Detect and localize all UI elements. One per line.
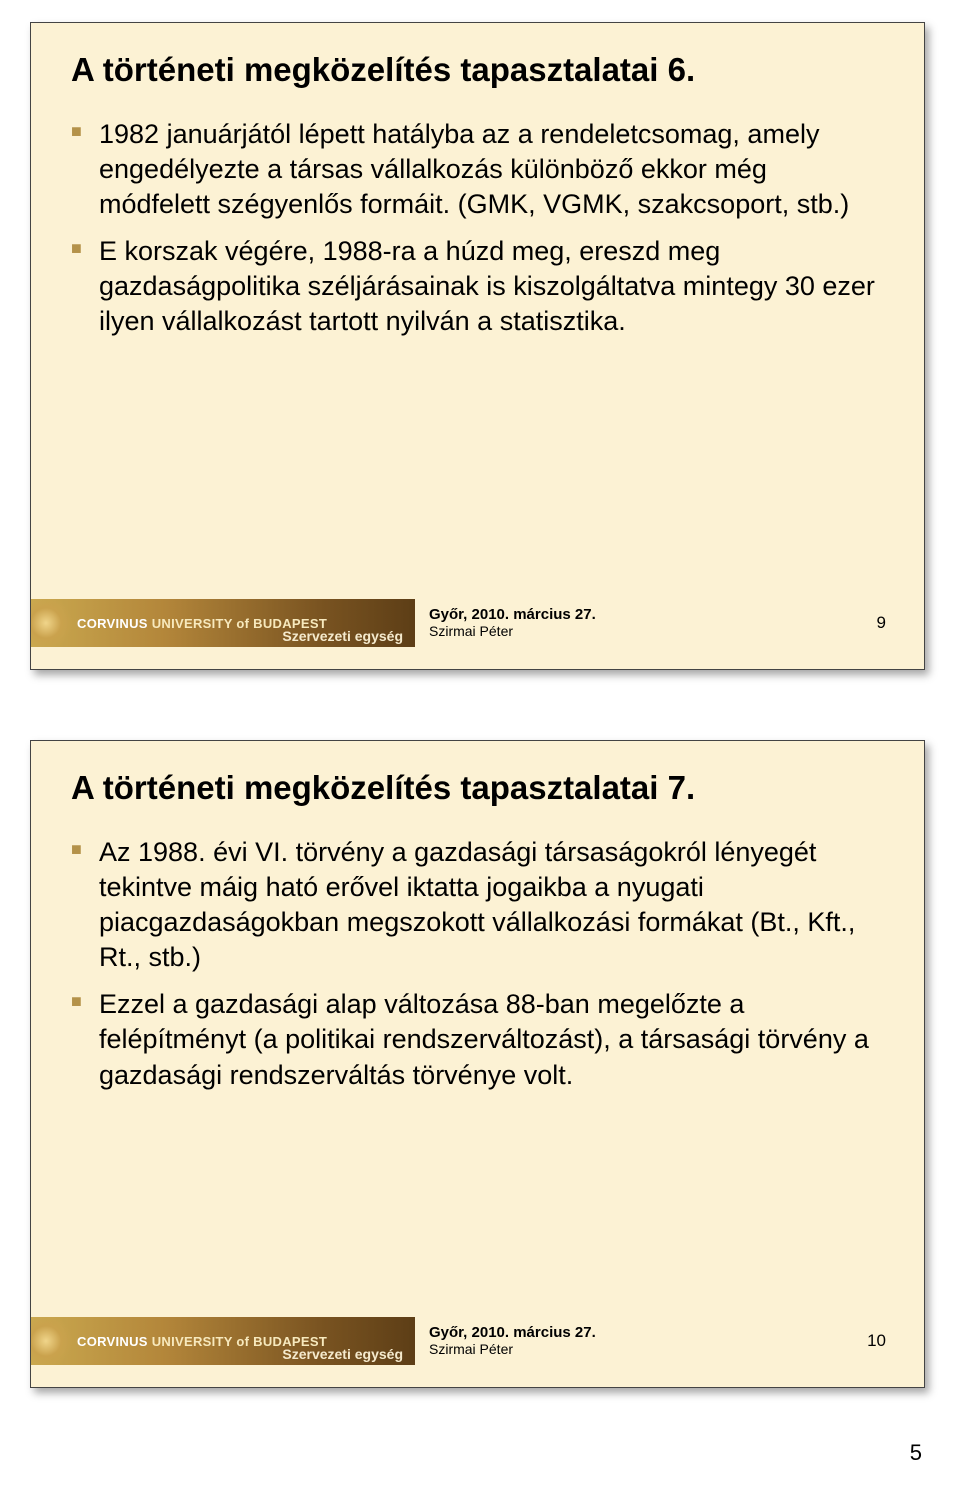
unit-label: Szervezeti egység [282, 1346, 403, 1362]
university-strong: CORVINUS [77, 1334, 148, 1349]
footer-band: CORVINUS UNIVERSITY of BUDAPEST Szerveze… [31, 1317, 924, 1365]
slide-1: A történeti megközelítés tapasztalatai 6… [30, 22, 925, 670]
footer-band: CORVINUS UNIVERSITY of BUDAPEST Szerveze… [31, 599, 924, 647]
bullet-item: Ezzel a gazdasági alap változása 88-ban … [71, 987, 884, 1092]
bullet-item: 1982 januárjától lépett hatályba az a re… [71, 117, 884, 222]
footer-date: Győr, 2010. március 27. [429, 607, 596, 624]
footer-right: Győr, 2010. március 27. Szirmai Péter 9 [415, 599, 924, 647]
footer-author: Szirmai Péter [429, 1342, 596, 1357]
bullet-item: Az 1988. évi VI. törvény a gazdasági tár… [71, 835, 884, 975]
bullet-item: E korszak végére, 1988-ra a húzd meg, er… [71, 234, 884, 339]
bullet-list: Az 1988. évi VI. törvény a gazdasági tár… [71, 835, 884, 1093]
page-number: 5 [30, 1440, 930, 1466]
slide-footer: CORVINUS UNIVERSITY of BUDAPEST Szerveze… [31, 599, 924, 647]
footer-meta: Győr, 2010. március 27. Szirmai Péter [429, 607, 596, 639]
slide-footer: CORVINUS UNIVERSITY of BUDAPEST Szerveze… [31, 1317, 924, 1365]
slide-title: A történeti megközelítés tapasztalatai 6… [71, 51, 884, 89]
slide-title: A történeti megközelítés tapasztalatai 7… [71, 769, 884, 807]
university-band: CORVINUS UNIVERSITY of BUDAPEST Szerveze… [31, 1317, 415, 1365]
footer-right: Győr, 2010. március 27. Szirmai Péter 10 [415, 1317, 924, 1365]
university-band: CORVINUS UNIVERSITY of BUDAPEST Szerveze… [31, 599, 415, 647]
footer-date: Győr, 2010. március 27. [429, 1325, 596, 1342]
unit-label: Szervezeti egység [282, 628, 403, 644]
slide-2: A történeti megközelítés tapasztalatai 7… [30, 740, 925, 1388]
university-strong: CORVINUS [77, 616, 148, 631]
slide-number: 9 [877, 613, 886, 633]
footer-meta: Győr, 2010. március 27. Szirmai Péter [429, 1325, 596, 1357]
footer-author: Szirmai Péter [429, 624, 596, 639]
bullet-list: 1982 januárjától lépett hatályba az a re… [71, 117, 884, 340]
slide-number: 10 [867, 1331, 886, 1351]
